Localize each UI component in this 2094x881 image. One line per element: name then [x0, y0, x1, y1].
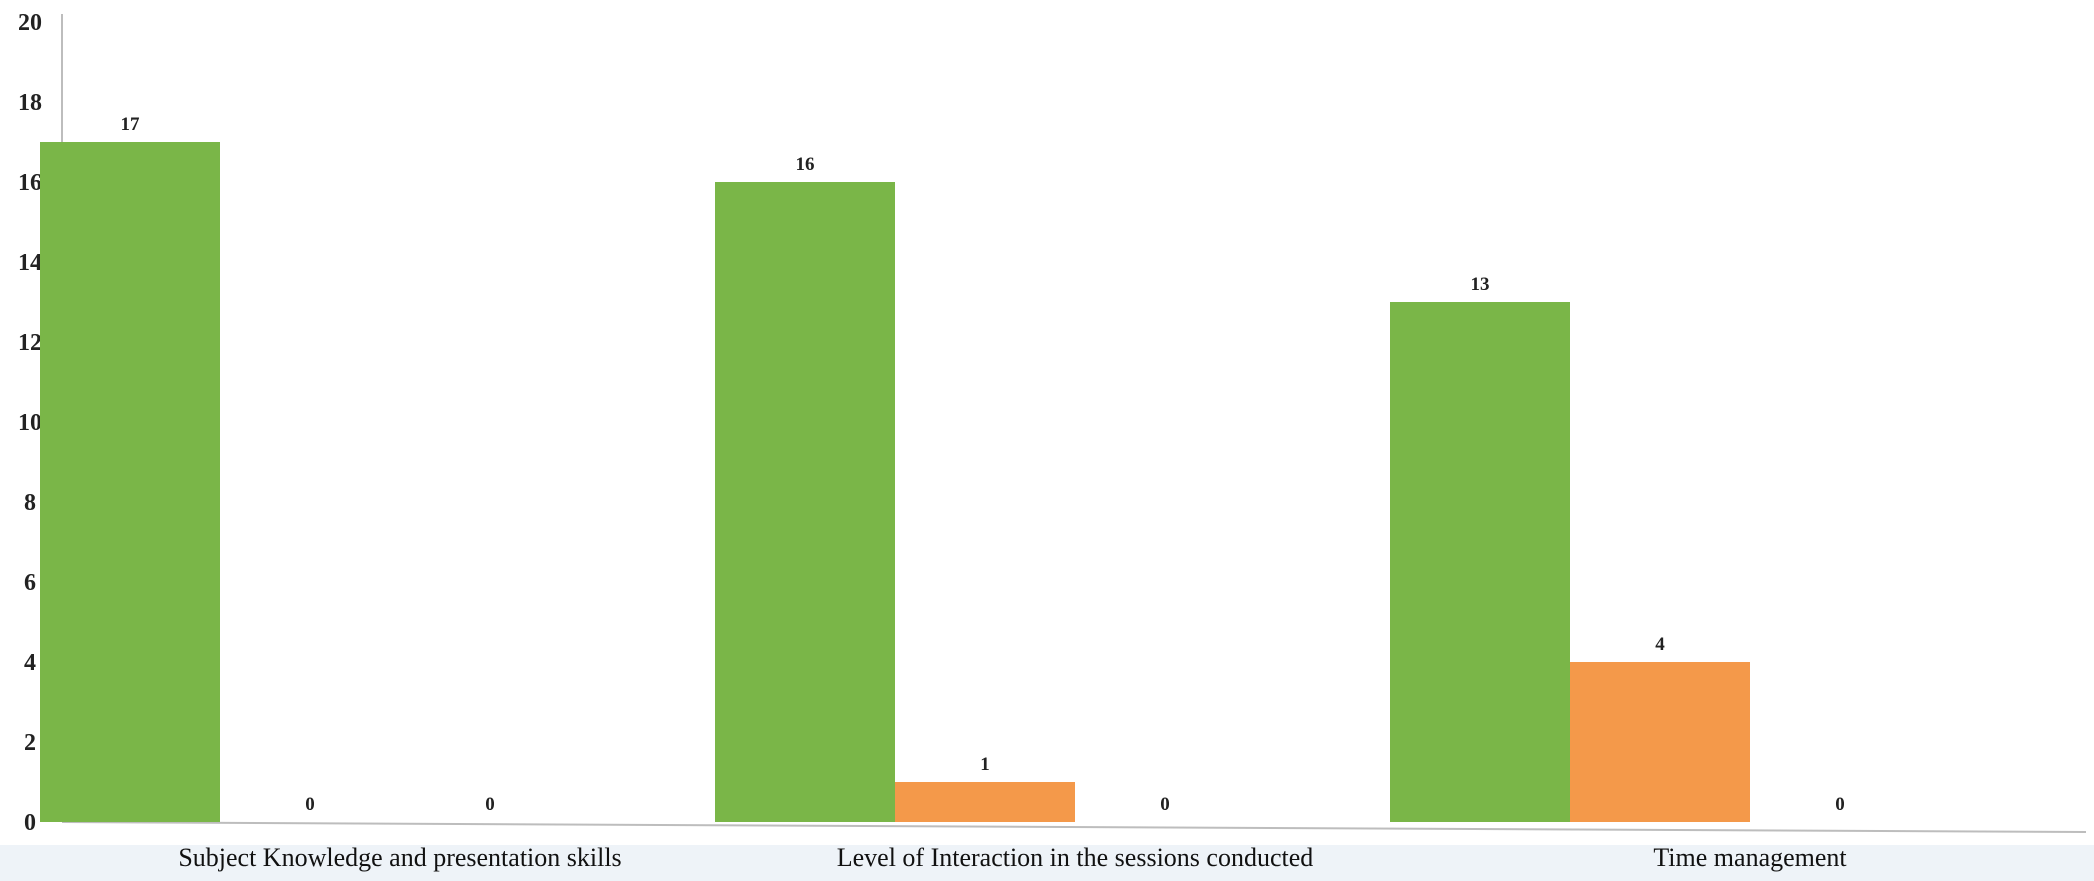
y-tick-label: 12	[18, 330, 42, 356]
y-tick-label: 10	[18, 410, 42, 436]
y-tick-label: 0	[24, 810, 36, 836]
bottom-band	[0, 845, 2094, 881]
bar	[895, 782, 1075, 822]
data-label: 0	[1835, 794, 1845, 815]
y-tick-label: 16	[18, 170, 42, 196]
x-category-label: Level of Interaction in the sessions con…	[837, 843, 1314, 872]
x-category-label: Time management	[1653, 843, 1847, 872]
y-tick-label: 18	[18, 90, 42, 116]
data-label: 0	[1160, 794, 1170, 815]
bar	[40, 142, 220, 822]
x-axis-line	[61, 821, 2087, 833]
data-label: 1	[980, 754, 990, 775]
data-label: 13	[1471, 274, 1490, 295]
y-tick-label: 4	[24, 650, 36, 676]
y-tick-label: 20	[18, 10, 42, 36]
data-label: 0	[485, 794, 495, 815]
data-label: 4	[1655, 634, 1665, 655]
data-label: 16	[796, 154, 815, 175]
y-tick-label: 2	[24, 730, 36, 756]
y-tick-label: 6	[24, 570, 36, 596]
x-category-label: Subject Knowledge and presentation skill…	[178, 843, 621, 872]
bar	[1390, 302, 1570, 822]
bar	[715, 182, 895, 822]
y-tick-label: 14	[18, 250, 42, 276]
data-label: 0	[305, 794, 315, 815]
y-tick-label: 8	[24, 490, 36, 516]
bar	[1570, 662, 1750, 822]
data-label: 17	[121, 114, 141, 135]
